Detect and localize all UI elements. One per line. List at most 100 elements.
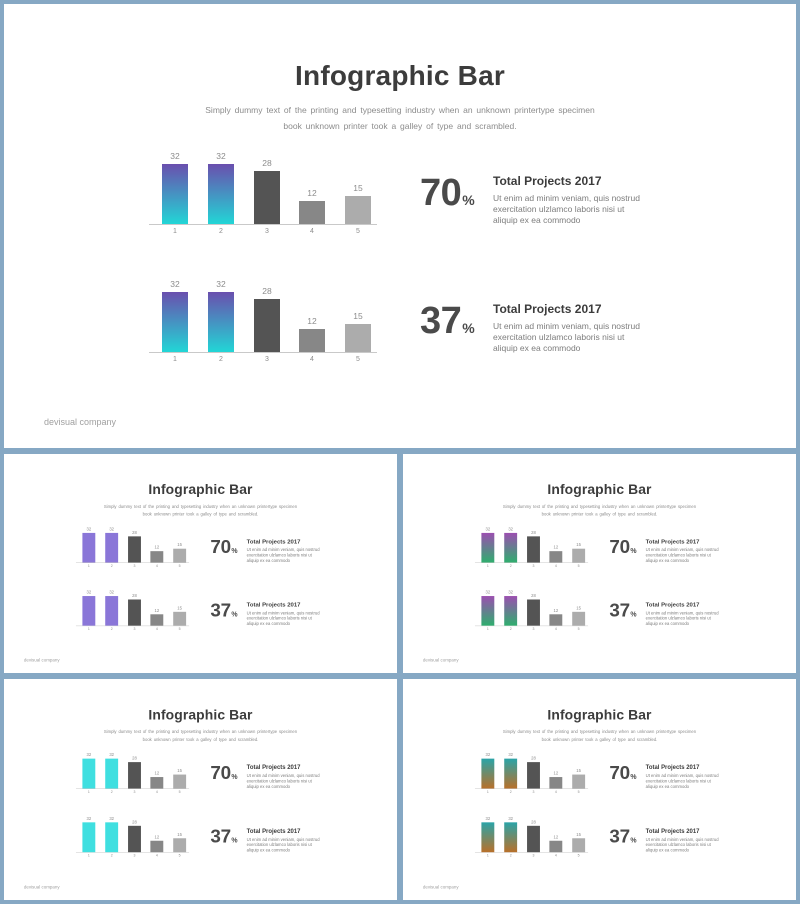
bar-category-label: 4: [155, 790, 158, 794]
bar-chart-2: 32 1 32 2 28 3 12 4 15 5: [474, 813, 589, 858]
bar-chart-1: 32 1 32 2 28 3 12 4 15 5: [149, 146, 379, 236]
bar-3: [527, 825, 540, 853]
bar-category-label: 2: [509, 790, 512, 794]
bar-value-label: 15: [177, 768, 183, 774]
bar-category-label: 5: [577, 627, 580, 632]
slide-thumbnail-4[interactable]: Infographic Bar Simply dummy text of the…: [403, 679, 796, 900]
stat-description: Ut enim ad minim veniam, quis nostrud ex…: [493, 193, 640, 225]
bar-value-label: 32: [86, 526, 92, 532]
bar-value-label: 32: [86, 815, 92, 821]
footer-company: devisual company: [44, 417, 117, 427]
slide-thumbnail-2[interactable]: Infographic Bar Simply dummy text of the…: [403, 454, 796, 673]
bar-value-label: 32: [86, 752, 92, 758]
slide-canvas: Infographic Bar Simply dummy text of the…: [403, 454, 796, 673]
bar-4: [150, 840, 164, 853]
bar-3: [128, 825, 141, 853]
bar-category-label: 1: [87, 627, 90, 632]
bar-value-label: 12: [154, 834, 160, 840]
stat-description: Ut enim ad minim veniam, quis nostrud ex…: [246, 610, 320, 627]
footer-company: devisual company: [422, 657, 459, 663]
slide-canvas: Infographic Bar Simply dummy text of the…: [4, 679, 397, 900]
bar-value-label: 15: [353, 183, 363, 193]
footer-company: devisual company: [422, 884, 459, 890]
bar-value-label: 12: [154, 607, 160, 613]
stat-title: Total Projects 2017: [645, 537, 700, 545]
stat-percent: 70%: [210, 762, 238, 784]
bar-4: [549, 551, 563, 563]
stat-description: Ut enim ad minim veniam, quis nostrud ex…: [645, 547, 719, 563]
bar-value-label: 12: [307, 188, 317, 198]
slide-subtitle: Simply dummy text of the printing and ty…: [205, 105, 595, 131]
stat-block-1: 70% Total Projects 2017 Ut enim ad minim…: [609, 759, 728, 804]
bar-category-label: 4: [554, 627, 557, 632]
bar-value-label: 32: [86, 589, 92, 595]
stat-block-2: 37% Total Projects 2017 Ut enim ad minim…: [210, 822, 329, 867]
bar-category-label: 3: [532, 854, 535, 858]
bar-2: [105, 532, 119, 563]
stat-block-1: 70% Total Projects 2017 Ut enim ad minim…: [210, 533, 329, 577]
bar-chart-2: 32 1 32 2 28 3 12 4 15 5: [75, 587, 190, 632]
bar-value-label: 32: [485, 526, 491, 532]
stat-block-1: 70% Total Projects 2017 Ut enim ad minim…: [609, 533, 728, 577]
bar-5: [173, 611, 187, 626]
bar-value-label: 32: [109, 526, 115, 532]
bar-1: [481, 758, 495, 789]
bar-3: [527, 536, 540, 563]
bar-4: [549, 840, 563, 853]
stat-percent: 37%: [210, 599, 238, 621]
bar-category-label: 2: [219, 228, 223, 235]
bar-3: [527, 762, 540, 789]
bar-category-label: 1: [486, 627, 489, 632]
slide-thumbnail-3[interactable]: Infographic Bar Simply dummy text of the…: [4, 679, 397, 900]
stat-description: Ut enim ad minim veniam, quis nostrud ex…: [645, 773, 719, 789]
bar-value-label: 28: [262, 286, 272, 296]
stat-title: Total Projects 2017: [645, 600, 700, 608]
bar-value-label: 28: [132, 819, 137, 825]
slide-thumbnail-1[interactable]: Infographic Bar Simply dummy text of the…: [4, 454, 397, 673]
main-slide[interactable]: Infographic Bar Simply dummy text of the…: [4, 4, 796, 448]
bar-value-label: 28: [531, 529, 536, 535]
bar-1: [82, 596, 96, 626]
bar-1: [481, 532, 495, 563]
bar-4: [299, 201, 325, 224]
bar-1: [82, 822, 96, 853]
bar-value-label: 32: [485, 815, 491, 821]
bar-category-label: 3: [265, 356, 269, 363]
bar-value-label: 12: [553, 544, 559, 550]
bar-value-label: 32: [170, 279, 180, 289]
bar-4: [150, 551, 164, 563]
bar-1: [82, 532, 96, 563]
bar-3: [128, 536, 141, 563]
bar-chart-1: 32 1 32 2 28 3 12 4 15 5: [75, 524, 190, 568]
slide-title: Infographic Bar: [148, 706, 253, 723]
chart-baseline: [149, 224, 377, 225]
slide-canvas: Infographic Bar Simply dummy text of the…: [4, 4, 796, 448]
bar-value-label: 32: [485, 589, 491, 595]
bar-value-label: 28: [262, 158, 272, 168]
bar-category-label: 4: [155, 564, 158, 568]
bar-value-label: 15: [177, 605, 183, 611]
bar-category-label: 4: [554, 854, 557, 858]
bar-4: [150, 614, 164, 626]
bar-value-label: 32: [109, 815, 115, 821]
bar-chart-1: 32 1 32 2 28 3 12 4 15 5: [75, 750, 190, 795]
bar-category-label: 2: [110, 564, 113, 568]
bar-category-label: 5: [178, 854, 181, 858]
bar-value-label: 32: [508, 815, 514, 821]
bar-value-label: 15: [353, 311, 363, 321]
bar-value-label: 15: [576, 605, 582, 611]
bar-3: [254, 299, 280, 352]
bar-value-label: 12: [154, 544, 160, 550]
bar-category-label: 5: [178, 790, 181, 794]
bar-value-label: 15: [177, 542, 183, 548]
bar-category-label: 2: [110, 790, 113, 794]
slide-canvas: Infographic Bar Simply dummy text of the…: [4, 454, 397, 673]
stat-percent: 70%: [210, 536, 238, 558]
bar-category-label: 3: [133, 564, 136, 568]
bar-5: [345, 196, 371, 224]
stat-percent: 37%: [609, 826, 637, 848]
bar-1: [481, 596, 495, 626]
bar-category-label: 3: [265, 228, 269, 235]
bar-value-label: 32: [508, 526, 514, 532]
bar-value-label: 15: [576, 542, 582, 548]
